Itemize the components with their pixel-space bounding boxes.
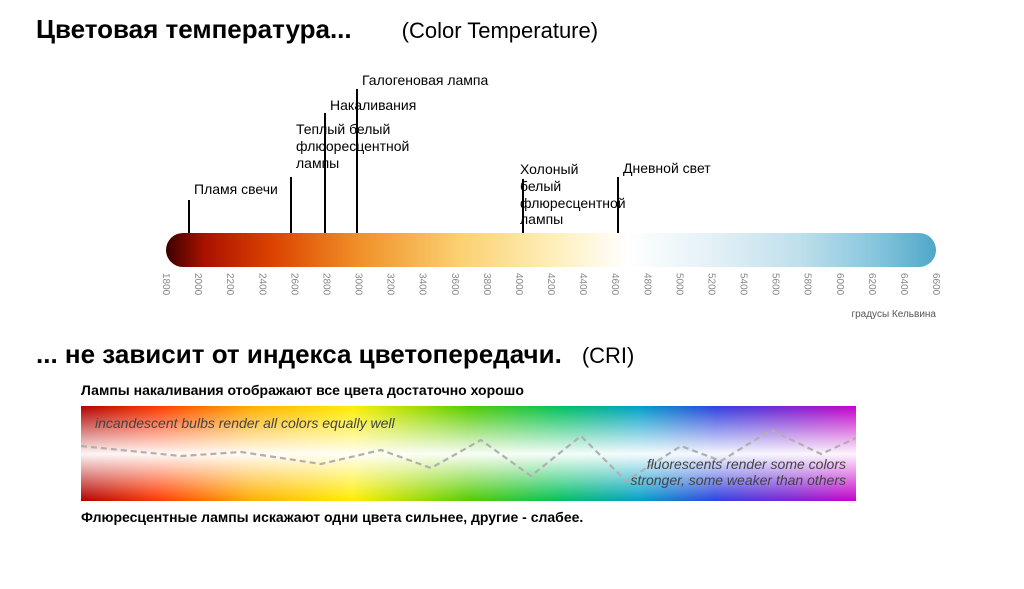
title2-en: (CRI) — [582, 343, 635, 369]
cri-chart: incandescent bulbs render all colors equ… — [81, 406, 856, 501]
tick-4200: 4200 — [546, 273, 556, 295]
label-halogen: Галогеновая лампа — [362, 72, 488, 89]
cri-subtitle-bottom: Флюресцентные лампы искажают одни цвета … — [81, 509, 1012, 525]
tick-4000: 4000 — [514, 273, 524, 295]
tick-2800: 2800 — [321, 273, 331, 295]
ct-chart: Пламя свечи Теплый белый флюоресцентной л… — [36, 51, 1012, 311]
tick-1800: 1800 — [161, 273, 171, 295]
label-daylight: Дневной свет — [623, 160, 711, 177]
title2-ru: ... не зависит от индекса цветопередачи. — [36, 339, 562, 370]
label-incand: Накаливания — [330, 97, 416, 114]
tick-2400: 2400 — [257, 273, 267, 295]
tick-2600: 2600 — [289, 273, 299, 295]
ct-bar — [166, 233, 936, 267]
tick-3000: 3000 — [354, 273, 364, 295]
cri-bottom-text: fluorescents render some colors stronger… — [630, 456, 846, 488]
tick-4800: 4800 — [642, 273, 652, 295]
label-candle: Пламя свечи — [194, 181, 278, 198]
tick-4400: 4400 — [578, 273, 588, 295]
cri-top-text: incandescent bulbs render all colors equ… — [95, 415, 395, 431]
cri-subtitle-top: Лампы накаливания отображают все цвета д… — [81, 382, 1012, 398]
tick-6200: 6200 — [867, 273, 877, 295]
tick-2200: 2200 — [225, 273, 235, 295]
ct-axis: 1800200022002400260028003000320034003600… — [166, 273, 936, 305]
tick-3600: 3600 — [450, 273, 460, 295]
ct-annotations: Пламя свечи Теплый белый флюоресцентной л… — [36, 51, 1012, 231]
label-wwfl: Теплый белый флюоресцентной лампы — [296, 121, 409, 171]
tick-3200: 3200 — [386, 273, 396, 295]
tick-3400: 3400 — [418, 273, 428, 295]
tick-6600: 6600 — [931, 273, 941, 295]
tick-5600: 5600 — [771, 273, 781, 295]
tick-5000: 5000 — [674, 273, 684, 295]
leader-incand — [324, 113, 326, 247]
tick-6000: 6000 — [835, 273, 845, 295]
label-coolfl: Холоный белый флюресцентной лампы — [520, 161, 626, 228]
title-ru: Цветовая температура... — [36, 14, 352, 45]
title-en: (Color Temperature) — [402, 18, 598, 44]
leader-halogen — [356, 89, 358, 247]
tick-6400: 6400 — [899, 273, 909, 295]
tick-5200: 5200 — [706, 273, 716, 295]
tick-5800: 5800 — [803, 273, 813, 295]
tick-2000: 2000 — [193, 273, 203, 295]
tick-3800: 3800 — [482, 273, 492, 295]
tick-5400: 5400 — [739, 273, 749, 295]
ct-unit: градусы Кельвина — [166, 309, 936, 320]
tick-4600: 4600 — [610, 273, 620, 295]
